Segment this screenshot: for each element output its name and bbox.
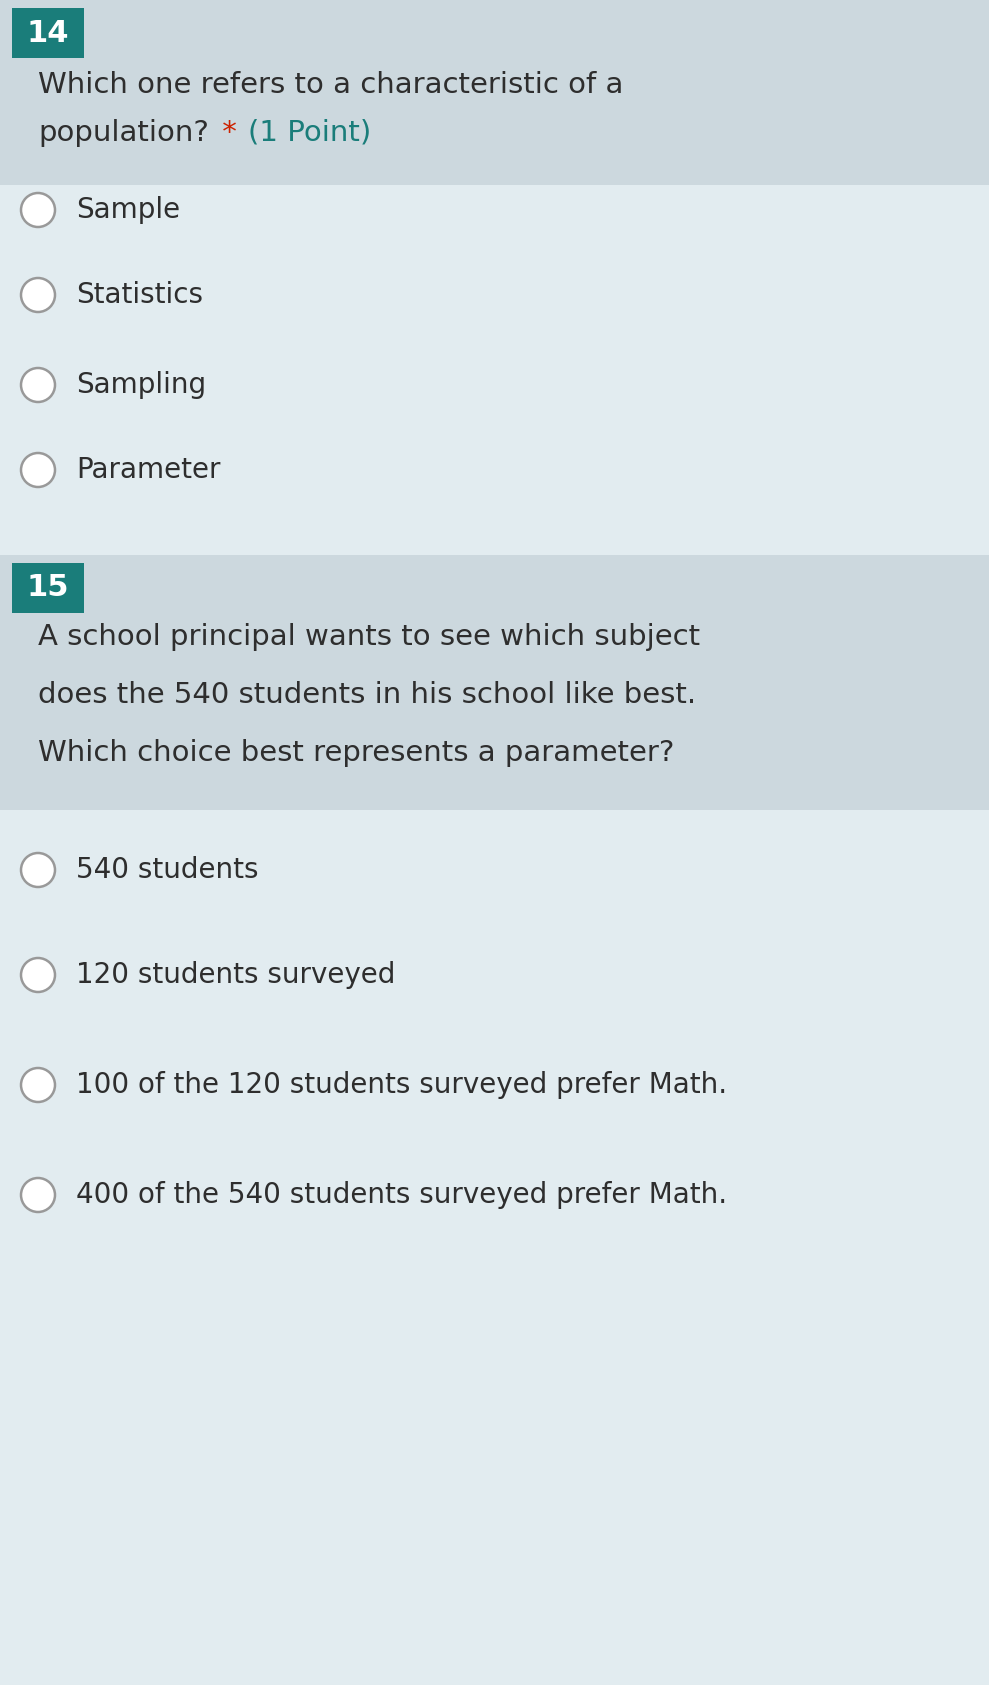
FancyBboxPatch shape <box>0 554 989 810</box>
Circle shape <box>21 453 55 487</box>
Text: Sample: Sample <box>76 195 180 224</box>
Text: Which one refers to a characteristic of a: Which one refers to a characteristic of … <box>38 71 623 99</box>
Circle shape <box>21 367 55 403</box>
FancyBboxPatch shape <box>0 0 989 185</box>
Text: population?: population? <box>38 120 209 147</box>
Text: 14: 14 <box>27 19 69 47</box>
Text: 120 students surveyed: 120 students surveyed <box>76 960 396 989</box>
Text: 400 of the 540 students surveyed prefer Math.: 400 of the 540 students surveyed prefer … <box>76 1181 727 1210</box>
Circle shape <box>21 1068 55 1102</box>
Circle shape <box>21 194 55 227</box>
Text: 15: 15 <box>27 573 69 603</box>
Text: does the 540 students in his school like best.: does the 540 students in his school like… <box>38 681 696 709</box>
Text: 100 of the 120 students surveyed prefer Math.: 100 of the 120 students surveyed prefer … <box>76 1072 727 1099</box>
Circle shape <box>21 278 55 312</box>
Text: 540 students: 540 students <box>76 856 258 885</box>
FancyBboxPatch shape <box>12 8 84 57</box>
Circle shape <box>21 1178 55 1212</box>
FancyBboxPatch shape <box>0 185 989 600</box>
FancyBboxPatch shape <box>12 563 84 613</box>
Text: A school principal wants to see which subject: A school principal wants to see which su… <box>38 623 700 650</box>
Text: Parameter: Parameter <box>76 457 221 484</box>
FancyBboxPatch shape <box>0 810 989 1685</box>
Text: Which choice best represents a parameter?: Which choice best represents a parameter… <box>38 740 674 767</box>
Text: (1 Point): (1 Point) <box>248 120 371 147</box>
Circle shape <box>21 853 55 886</box>
Text: Statistics: Statistics <box>76 281 203 308</box>
Circle shape <box>21 959 55 992</box>
Text: Sampling: Sampling <box>76 371 206 399</box>
Text: *: * <box>213 120 246 147</box>
